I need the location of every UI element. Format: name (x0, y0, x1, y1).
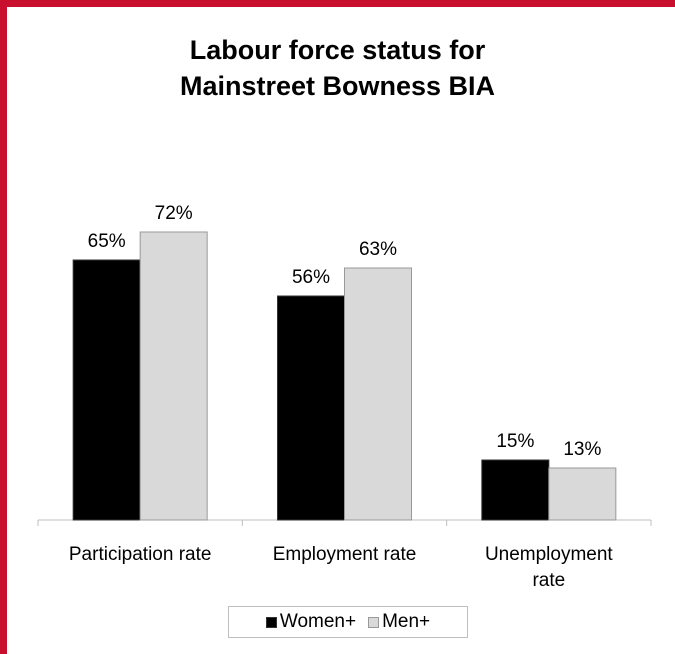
legend-label-men: Men+ (382, 611, 431, 632)
legend-label-women: Women+ (279, 611, 357, 632)
category-label: rate (532, 570, 565, 591)
category-label: Participation rate (69, 544, 212, 565)
data-label: 56% (292, 267, 330, 288)
bar-men-1 (344, 267, 412, 521)
legend-item-women: Women+ (265, 611, 357, 633)
legend-item-men: Men+ (368, 611, 430, 633)
chart-title-line-2: Mainstreet Bowness BIA (179, 71, 496, 101)
category-label: Unemployment (485, 544, 613, 565)
bar-women-2 (481, 459, 550, 521)
bar-men-2 (548, 467, 617, 521)
legend-swatch-men (368, 616, 380, 628)
data-label: 65% (88, 231, 126, 252)
category-label: Employment rate (273, 544, 417, 565)
data-label: 63% (359, 239, 397, 260)
chart-title-line-1: Labour force status for (189, 35, 486, 65)
chart-title: Labour force status for Mainstreet Bowne… (0, 32, 675, 104)
bar-women-0 (72, 259, 141, 521)
legend-swatch-women (265, 616, 277, 628)
data-label: 13% (563, 439, 601, 460)
legend: Women+ Men+ (228, 606, 468, 638)
data-label: 72% (155, 203, 193, 224)
data-label: 15% (496, 431, 534, 452)
bar-men-0 (139, 231, 208, 521)
bar-women-1 (277, 295, 345, 521)
